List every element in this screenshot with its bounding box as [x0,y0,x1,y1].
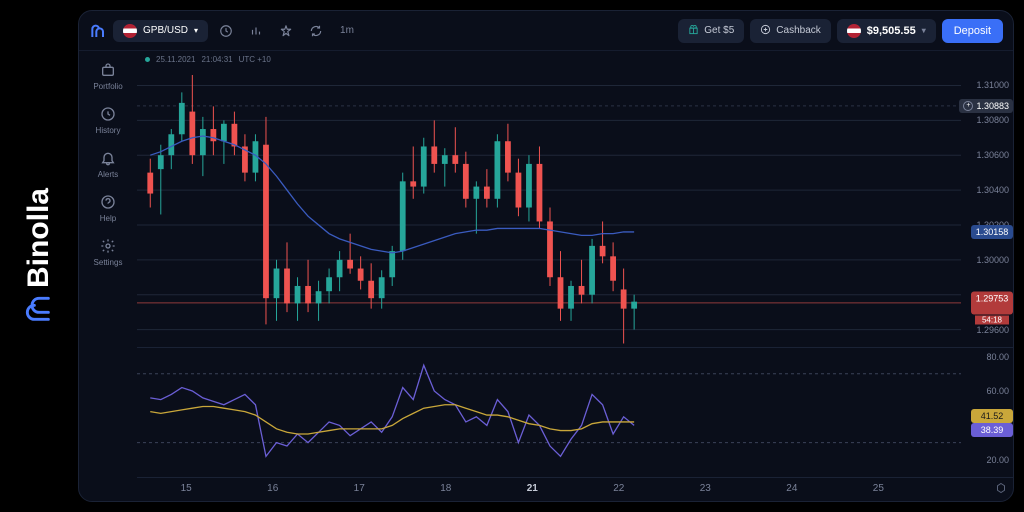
time-tick: 22 [613,483,624,494]
drawing-tool-icon[interactable] [274,19,298,43]
crosshair-price-tag: +1.30883 [959,99,1013,113]
sidebar-label: Help [100,214,116,223]
brand-logo: Binolla [22,188,56,324]
brand-name: Binolla [22,188,56,288]
history-icon [99,105,117,123]
y-tick-label: 1.29600 [976,325,1009,335]
sidebar-label: Settings [94,258,123,267]
sidebar-item-alerts[interactable]: Alerts [98,149,118,179]
time-tick: 21 [527,483,538,494]
flag-icon [123,24,137,38]
indicator-chart[interactable]: 80.0060.0040.0020.0041.5238.39 [137,347,1013,477]
time-tick: 25 [873,483,884,494]
sidebar-label: Alerts [98,170,118,179]
chevron-down-icon: ▾ [922,26,926,35]
clock-tool-icon[interactable] [214,19,238,43]
balance-display[interactable]: $9,505.55 ▾ [837,19,936,43]
time-tick: 16 [267,483,278,494]
y-tick-label: 1.30400 [976,185,1009,195]
cashback-button[interactable]: Cashback [750,19,830,43]
chart-meta: 25.11.2021 21:04:31 UTC +10 [137,51,1013,68]
pair-selector[interactable]: GPB/USD ▾ [113,20,208,42]
meta-time: 21:04:31 [201,55,232,64]
axis-settings-icon[interactable] [995,482,1007,497]
main-candlestick-chart[interactable]: 1.310001.308001.306001.304001.302001.300… [137,68,1013,347]
help-icon [99,193,117,211]
indicator-y-tick: 60.00 [986,386,1009,396]
time-tick: 23 [700,483,711,494]
app-panel: GPB/USD ▾ 1m Get $5 [78,10,1014,502]
chevron-down-icon: ▾ [194,26,198,35]
indicator-tool-icon[interactable] [244,19,268,43]
time-axis: 15 16 17 18 21 22 23 24 25 [137,477,1013,501]
time-tick: 18 [440,483,451,494]
currency-flag-icon [847,24,861,38]
bonus-label: Get $5 [704,25,734,36]
time-tick: 24 [786,483,797,494]
balance-value: $9,505.55 [867,25,916,37]
y-tick-label: 1.30800 [976,115,1009,125]
indicator-y-tick: 20.00 [986,455,1009,465]
app-body: Portfolio History Alerts Help [79,51,1013,501]
get-bonus-button[interactable]: Get $5 [678,19,744,43]
topbar: GPB/USD ▾ 1m Get $5 [79,11,1013,51]
time-tick: 17 [354,483,365,494]
alerts-icon [99,149,117,167]
cashback-label: Cashback [776,25,820,36]
sidebar-item-history[interactable]: History [96,105,121,135]
settings-icon [99,237,117,255]
pair-label: GPB/USD [143,25,188,36]
indicator-y-tick: 80.00 [986,352,1009,362]
indicator-value-1-tag: 41.52 [971,409,1013,423]
topbar-right: Get $5 Cashback $9,505.55 ▾ Deposit [678,19,1003,43]
sidebar-label: History [96,126,121,135]
refresh-tool-icon[interactable] [304,19,328,43]
topbar-left: GPB/USD ▾ 1m [89,19,360,43]
main-chart-svg [137,68,1013,347]
meta-date: 25.11.2021 [156,55,195,64]
y-tick-label: 1.30600 [976,150,1009,160]
time-tick: 15 [181,483,192,494]
portfolio-icon [99,61,117,79]
brand-logo-icon [25,296,53,324]
deposit-button[interactable]: Deposit [942,19,1003,43]
indicator-chart-svg [137,348,1013,477]
gift-icon [688,24,699,38]
app-logo-icon [89,22,107,40]
sidebar-item-settings[interactable]: Settings [94,237,123,267]
y-tick-label: 1.30000 [976,255,1009,265]
sidebar-item-help[interactable]: Help [99,193,117,223]
timeframe-button[interactable]: 1m [334,23,360,38]
y-tick-label: 1.31000 [976,80,1009,90]
sidebar-item-portfolio[interactable]: Portfolio [93,61,122,91]
sidebar: Portfolio History Alerts Help [79,51,137,501]
meta-tz: UTC +10 [239,55,271,64]
cashback-icon [760,24,771,38]
chart-area: 25.11.2021 21:04:31 UTC +10 1.31000 1.308… [137,51,1013,501]
indicator-value-2-tag: 38.39 [971,423,1013,437]
brand-strip: Binolla [0,0,78,512]
bid-price-tag: 1.2975354:18 [971,291,1013,314]
status-dot-icon [145,57,150,62]
sidebar-label: Portfolio [93,82,122,91]
ma-price-tag: 1.30158 [971,225,1013,239]
